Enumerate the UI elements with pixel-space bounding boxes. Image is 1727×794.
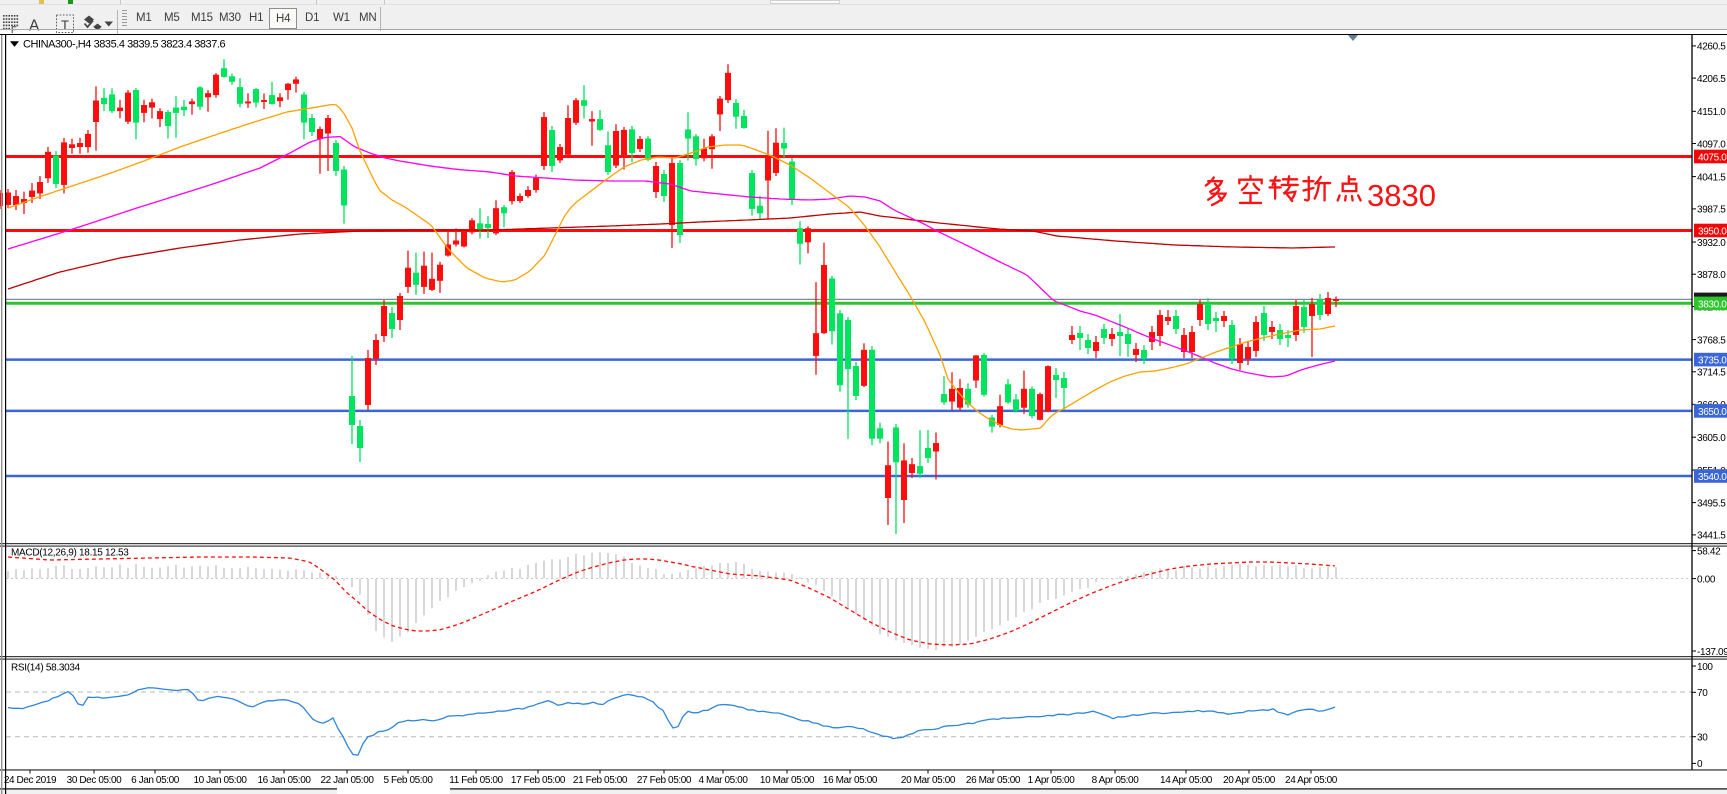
svg-text:4260.5: 4260.5: [1697, 42, 1726, 53]
svg-text:14 Apr 05:00: 14 Apr 05:00: [1160, 775, 1213, 786]
svg-text:3878.0: 3878.0: [1697, 270, 1726, 281]
svg-text:20 Mar 05:00: 20 Mar 05:00: [901, 775, 956, 786]
svg-text:F: F: [11, 25, 17, 35]
svg-text:10 Mar 05:00: 10 Mar 05:00: [760, 775, 815, 786]
svg-text:3950.0: 3950.0: [1698, 227, 1727, 238]
svg-text:16 Mar 05:00: 16 Mar 05:00: [823, 775, 878, 786]
svg-text:4041.5: 4041.5: [1697, 172, 1726, 183]
svg-text:1 Apr 05:00: 1 Apr 05:00: [1028, 775, 1076, 786]
svg-text:24 Dec 2019: 24 Dec 2019: [4, 775, 57, 786]
svg-text:3735.0: 3735.0: [1698, 356, 1727, 367]
svg-text:RSI(14) 58.3034: RSI(14) 58.3034: [11, 663, 81, 674]
svg-text:A: A: [29, 18, 40, 35]
svg-text:CHINA300-,H4 3835.4 3839.5 38: CHINA300-,H4 3835.4 3839.5 3823.4 3837.6: [23, 39, 225, 51]
svg-text:MACD(12,26,9) 18.15 12.53: MACD(12,26,9) 18.15 12.53: [11, 548, 129, 559]
svg-text:3768.5: 3768.5: [1697, 335, 1726, 346]
svg-text:17 Feb 05:00: 17 Feb 05:00: [511, 775, 566, 786]
svg-text:4151.0: 4151.0: [1697, 107, 1726, 118]
svg-text:3932.0: 3932.0: [1697, 238, 1726, 249]
svg-text:3830.0: 3830.0: [1698, 299, 1727, 310]
svg-text:4075.0: 4075.0: [1698, 153, 1727, 164]
svg-text:4206.5: 4206.5: [1697, 74, 1726, 85]
svg-text:30 Dec 05:00: 30 Dec 05:00: [67, 775, 123, 786]
svg-text:3650.0: 3650.0: [1698, 407, 1727, 418]
svg-text:8 Apr 05:00: 8 Apr 05:00: [1092, 775, 1140, 786]
svg-text:16 Jan 05:00: 16 Jan 05:00: [257, 775, 311, 786]
svg-text:0.00: 0.00: [1697, 574, 1716, 585]
svg-text:22 Jan 05:00: 22 Jan 05:00: [320, 775, 374, 786]
svg-text:70: 70: [1697, 688, 1708, 699]
svg-text:3830: 3830: [1367, 178, 1436, 213]
svg-text:T: T: [61, 18, 69, 33]
svg-text:6 Jan 05:00: 6 Jan 05:00: [131, 775, 180, 786]
svg-text:30: 30: [1697, 733, 1708, 744]
svg-text:24 Apr 05:00: 24 Apr 05:00: [1285, 775, 1338, 786]
svg-text:3495.5: 3495.5: [1697, 498, 1726, 509]
svg-text:26 Mar 05:00: 26 Mar 05:00: [966, 775, 1021, 786]
svg-text:100: 100: [1697, 662, 1713, 673]
svg-text:3714.5: 3714.5: [1697, 368, 1726, 379]
svg-text:3605.0: 3605.0: [1697, 433, 1726, 444]
svg-text:5 Feb 05:00: 5 Feb 05:00: [384, 775, 434, 786]
svg-text:4097.0: 4097.0: [1697, 139, 1726, 150]
svg-text:3441.5: 3441.5: [1697, 531, 1726, 542]
svg-text:20 Apr 05:00: 20 Apr 05:00: [1223, 775, 1276, 786]
svg-text:27 Feb 05:00: 27 Feb 05:00: [637, 775, 692, 786]
svg-text:10 Jan 05:00: 10 Jan 05:00: [193, 775, 247, 786]
svg-text:11 Feb 05:00: 11 Feb 05:00: [449, 775, 503, 786]
svg-text:4 Mar 05:00: 4 Mar 05:00: [699, 775, 749, 786]
svg-text:-137.09: -137.09: [1697, 647, 1727, 658]
svg-text:3540.0: 3540.0: [1698, 472, 1727, 483]
svg-text:58.42: 58.42: [1697, 546, 1721, 557]
svg-text:3987.5: 3987.5: [1697, 205, 1726, 216]
svg-text:21 Feb 05:00: 21 Feb 05:00: [573, 775, 628, 786]
svg-text:0: 0: [1697, 759, 1703, 770]
